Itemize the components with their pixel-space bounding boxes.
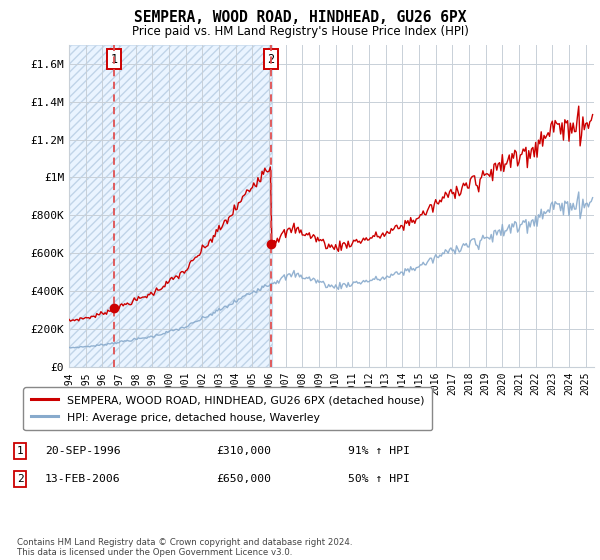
Text: 50% ↑ HPI: 50% ↑ HPI [348,474,410,484]
Text: 2: 2 [268,53,275,66]
Text: 91% ↑ HPI: 91% ↑ HPI [348,446,410,456]
Text: £650,000: £650,000 [216,474,271,484]
Text: 13-FEB-2006: 13-FEB-2006 [45,474,121,484]
Text: 2: 2 [17,474,23,484]
Text: 1: 1 [17,446,23,456]
Text: £310,000: £310,000 [216,446,271,456]
Legend: SEMPERA, WOOD ROAD, HINDHEAD, GU26 6PX (detached house), HPI: Average price, det: SEMPERA, WOOD ROAD, HINDHEAD, GU26 6PX (… [23,388,432,430]
Text: 1: 1 [111,53,118,66]
Text: SEMPERA, WOOD ROAD, HINDHEAD, GU26 6PX: SEMPERA, WOOD ROAD, HINDHEAD, GU26 6PX [134,10,466,25]
Text: Contains HM Land Registry data © Crown copyright and database right 2024.
This d: Contains HM Land Registry data © Crown c… [17,538,352,557]
Text: Price paid vs. HM Land Registry's House Price Index (HPI): Price paid vs. HM Land Registry's House … [131,25,469,38]
Text: 20-SEP-1996: 20-SEP-1996 [45,446,121,456]
